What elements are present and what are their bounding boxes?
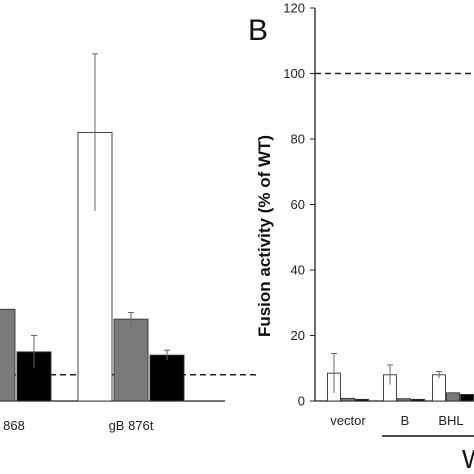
panel-b-y-tick-label-0: 0	[298, 394, 305, 409]
panel-b: B 0 20 40 60 80 100 120 Fusion activity (% of …	[248, 1, 474, 474]
panel-a-category-label-1: gB 876t	[109, 418, 154, 433]
panel-a-category-label-0: 868	[3, 418, 25, 433]
panel-b-bar-1-2	[411, 398, 425, 402]
panel-b-y-tick-label-2: 40	[291, 263, 305, 278]
panel-b-y-tick-label-5: 100	[283, 66, 305, 81]
panel-a-bar-0-1	[0, 308, 16, 402]
panel-b-bar-0-2	[355, 398, 369, 402]
panel-b-category-label-0: vector	[330, 413, 366, 428]
panel-b-bars	[327, 353, 474, 402]
panel-a-bar-0-2	[16, 351, 52, 402]
panel-a-bars	[0, 53, 185, 402]
panel-b-bar-2-0	[432, 374, 446, 402]
panel-a: 868 gB 876t	[0, 53, 256, 433]
panel-b-category-label-1: B	[401, 413, 410, 428]
panel-b-y-tick-label-1: 20	[291, 328, 305, 343]
panel-b-group-label: W	[462, 444, 474, 474]
panel-b-y-axis-label: Fusion activity (% of WT)	[255, 135, 274, 337]
panel-a-bar-1-2	[149, 354, 185, 402]
panel-b-bar-2-1	[446, 392, 460, 402]
panel-b-bar-0-1	[341, 397, 355, 402]
panel-b-bar-2-2	[460, 394, 474, 402]
panel-b-y-tick-label-6: 120	[283, 1, 305, 16]
panel-b-y-tick-label-3: 60	[291, 197, 305, 212]
panel-b-y-tick-label-4: 80	[291, 132, 305, 147]
panel-a-bar-1-1	[113, 318, 149, 402]
panel-b-y-ticks: 0 20 40 60 80 100 120	[283, 1, 315, 409]
panel-b-category-label-2: BHL	[438, 413, 463, 428]
panel-b-label: B	[248, 14, 268, 47]
panel-b-bar-1-1	[397, 398, 411, 402]
